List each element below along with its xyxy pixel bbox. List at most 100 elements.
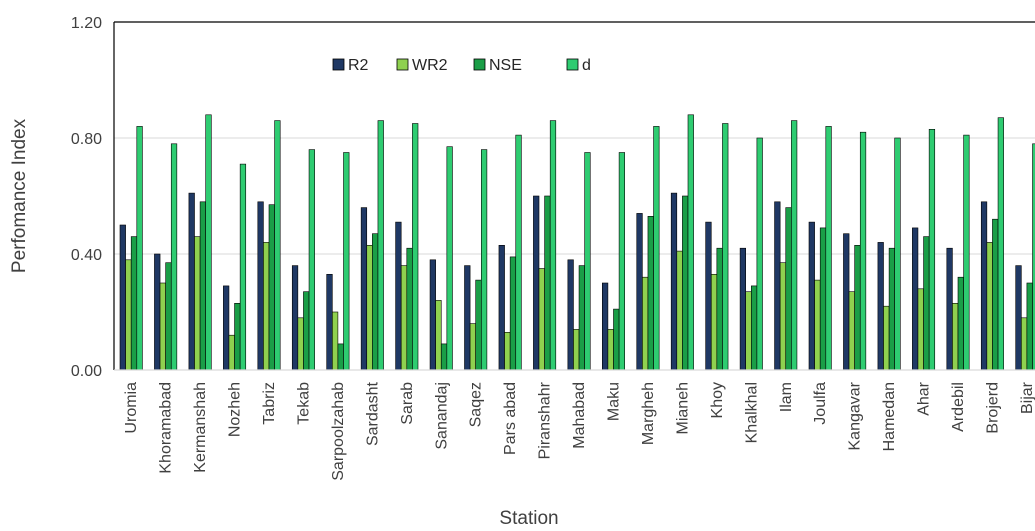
bar-nse-margheh xyxy=(647,216,654,371)
bar-d-joulfa xyxy=(825,126,832,371)
x-tick-label: Joulfa xyxy=(812,382,829,425)
y-tick-label: 0.40 xyxy=(71,247,102,264)
bar-wr2-sanandaj xyxy=(435,300,442,371)
x-axis-title: Station xyxy=(499,508,558,529)
bar-wr2-maku xyxy=(607,329,614,371)
bar-r2-brojerd xyxy=(980,201,988,371)
bar-d-hamedan xyxy=(894,137,901,371)
bar-d-piranshahr xyxy=(549,120,557,371)
bar-wr2-ardebil xyxy=(952,302,959,371)
x-tick-label: Tekab xyxy=(295,382,312,425)
bar-d-uromia xyxy=(136,126,143,371)
bar-r2-mianeh xyxy=(670,192,678,371)
legend-swatch xyxy=(473,58,486,71)
bar-r2-uromia xyxy=(119,224,126,371)
bar-nse-kangavar xyxy=(854,245,861,371)
legend-item-r2: R2 xyxy=(332,57,369,74)
bar-d-mianeh xyxy=(687,114,694,371)
legend-label: WR2 xyxy=(412,57,448,74)
bar-r2-bijar xyxy=(1015,265,1022,371)
bar-d-tabriz xyxy=(274,120,281,371)
bar-wr2-tekab xyxy=(297,317,304,371)
bar-r2-sanandaj xyxy=(429,259,436,371)
bar-nse-piranshahr xyxy=(544,195,551,371)
bar-d-khalkhal xyxy=(756,137,763,371)
bar-wr2-saqez xyxy=(469,323,477,371)
bar-d-tekab xyxy=(308,149,315,371)
bar-nse-nozheh xyxy=(234,302,241,371)
x-tick-label: Mahabad xyxy=(571,382,588,449)
legend-swatch xyxy=(332,58,345,71)
bar-r2-khoy xyxy=(705,221,712,371)
x-tick-label: Sarpoolzahab xyxy=(330,382,347,481)
bar-r2-kermanshah xyxy=(188,192,195,371)
bar-wr2-mahabad xyxy=(573,329,580,371)
x-tick-label: Saqez xyxy=(468,382,485,427)
x-tick-label: Kermanshah xyxy=(192,382,209,473)
bar-d-ahar xyxy=(928,129,936,371)
legend-label: R2 xyxy=(348,57,369,74)
bar-r2-mahabad xyxy=(567,259,574,371)
x-tick-label: Mianeh xyxy=(674,382,691,434)
bar-wr2-khalkhal xyxy=(745,291,752,371)
bar-nse-sanandaj xyxy=(440,343,448,371)
x-tick-label: Khoramabad xyxy=(158,382,175,474)
bar-d-khoy xyxy=(722,123,729,371)
bar-d-ardebil xyxy=(963,134,970,371)
bar-nse-brojerd xyxy=(992,218,999,371)
legend: R2 WR2 NSE d xyxy=(332,57,591,74)
bar-nse-maku xyxy=(613,308,620,371)
bar-wr2-kermanshah xyxy=(194,236,201,371)
x-tick-label: Khalkhal xyxy=(743,382,760,443)
bar-wr2-sardasht xyxy=(366,245,373,371)
legend-swatch xyxy=(396,58,409,71)
bar-r2-maku xyxy=(601,282,609,371)
bar-nse-sarab xyxy=(406,247,413,371)
legend-item-wr2: WR2 xyxy=(396,57,448,74)
bar-d-khoramabad xyxy=(170,143,178,371)
bar-wr2-piranshahr xyxy=(538,268,545,371)
bar-nse-khoy xyxy=(716,247,723,371)
bar-r2-tekab xyxy=(291,265,299,371)
bar-d-nozheh xyxy=(239,163,247,371)
x-tick-labels: Uromia Khoramabad Kermanshah Nozheh Tabriz Te… xyxy=(123,381,1035,480)
bar-wr2-tabriz xyxy=(263,242,270,371)
bar-wr2-hamedan xyxy=(883,305,890,371)
x-tick-label: Hamedan xyxy=(881,382,898,451)
bar-d-pars-abad xyxy=(515,134,522,371)
bar-nse-ahar xyxy=(923,236,930,371)
bar-wr2-sarab xyxy=(400,265,408,371)
bar-r2-hamedan xyxy=(877,242,884,371)
bar-wr2-mianeh xyxy=(676,250,683,371)
x-tick-label: Ilam xyxy=(778,382,795,412)
x-tick-label: Nozheh xyxy=(227,382,244,437)
bar-wr2-ilam xyxy=(779,262,787,371)
bar-r2-khoramabad xyxy=(154,253,161,371)
legend-swatch xyxy=(566,58,579,71)
bar-d-kermanshah xyxy=(205,114,212,371)
bar-nse-khoramabad xyxy=(165,262,172,371)
bar-d-margheh xyxy=(653,126,660,371)
x-tick-label: Khoy xyxy=(709,382,726,418)
bar-d-sarpoolzahab xyxy=(343,152,350,371)
bar-wr2-nozheh xyxy=(228,334,235,371)
x-tick-label: Brojerd xyxy=(984,382,1001,434)
bar-r2-joulfa xyxy=(808,221,815,371)
legend-item-d: d xyxy=(566,57,591,74)
bar-r2-pars-abad xyxy=(498,245,505,371)
y-tick-label: 1.20 xyxy=(71,15,102,32)
bar-nse-tabriz xyxy=(268,204,275,371)
bar-r2-sarab xyxy=(395,221,402,371)
y-tick-labels: 0.00 0.40 0.80 1.20 xyxy=(71,15,102,380)
bar-r2-tabriz xyxy=(257,201,264,371)
bar-wr2-brojerd xyxy=(986,242,993,371)
y-axis-title: Perfomance Index xyxy=(9,118,30,273)
bar-d-sardasht xyxy=(377,120,384,371)
legend-label: d xyxy=(582,57,591,74)
bar-nse-ardebil xyxy=(957,276,964,371)
bar-wr2-khoy xyxy=(710,273,718,371)
bar-r2-saqez xyxy=(464,265,471,371)
bar-nse-saqez xyxy=(475,279,482,371)
x-tick-label: Sanandaj xyxy=(433,382,450,450)
